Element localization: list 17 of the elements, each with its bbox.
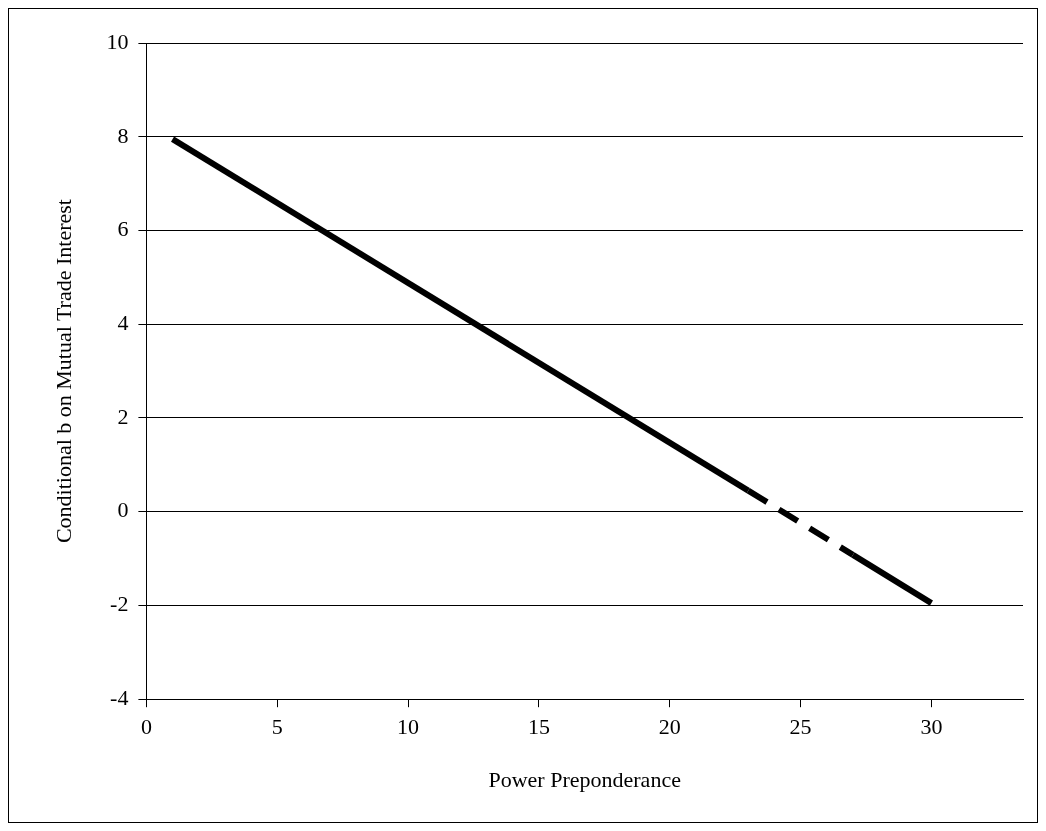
y-tick-label: 2 bbox=[117, 403, 129, 429]
y-tick-label: 8 bbox=[117, 122, 129, 148]
x-axis-title: Power Preponderance bbox=[488, 766, 681, 792]
x-tick-label: 0 bbox=[140, 714, 152, 740]
y-tick-label: 6 bbox=[117, 216, 129, 242]
x-tick-label: 10 bbox=[397, 714, 420, 740]
x-tick-label: 5 bbox=[271, 714, 283, 740]
y-tick-label: -2 bbox=[110, 591, 129, 617]
x-tick-label: 30 bbox=[920, 714, 943, 740]
x-tick-label: 20 bbox=[658, 714, 681, 740]
y-tick-label: 10 bbox=[106, 28, 129, 54]
x-tick-label: 15 bbox=[527, 714, 550, 740]
x-tick-label: 25 bbox=[789, 714, 812, 740]
y-tick-label: -4 bbox=[110, 684, 129, 710]
y-axis-title: Conditional b on Mutual Trade Interest bbox=[50, 199, 76, 544]
y-tick-label: 0 bbox=[117, 497, 129, 523]
y-tick-label: 4 bbox=[117, 310, 129, 336]
